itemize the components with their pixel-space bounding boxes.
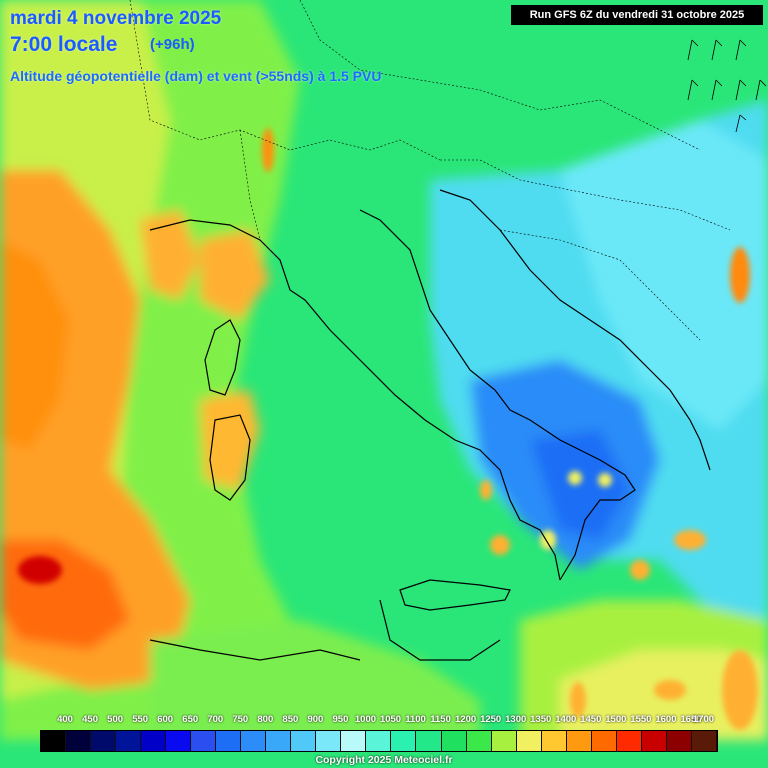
legend-swatch — [341, 731, 367, 751]
legend-swatch — [366, 731, 392, 751]
legend-swatch — [291, 731, 317, 751]
legend-label: 1550 — [630, 714, 652, 725]
parameter-description: Altitude géopotentielle (dam) et vent (>… — [10, 68, 382, 84]
legend-swatch — [141, 731, 167, 751]
legend-swatch — [441, 731, 467, 751]
legend-label: 400 — [57, 714, 73, 725]
borders — [129, 0, 731, 341]
legend-label: 650 — [182, 714, 199, 725]
legend-swatch — [591, 731, 617, 751]
legend-label: 450 — [82, 714, 98, 725]
legend-swatch — [391, 731, 417, 751]
legend-swatch — [691, 731, 717, 751]
legend-label: 750 — [232, 714, 249, 725]
legend-swatch — [91, 731, 117, 751]
legend-swatch — [641, 731, 667, 751]
legend-label: 900 — [307, 714, 324, 725]
forecast-date: mardi 4 novembre 2025 — [10, 8, 222, 29]
legend-swatch — [516, 731, 542, 751]
legend-swatch — [266, 731, 292, 751]
legend-swatch — [541, 731, 567, 751]
legend-label: 950 — [332, 714, 349, 725]
legend-label: 800 — [257, 714, 274, 725]
lead-time: (+96h) — [150, 36, 195, 53]
legend-label: 1100 — [405, 714, 426, 725]
legend-label: 1700 — [692, 714, 715, 725]
wind-barbs — [687, 39, 767, 133]
legend-label: 1250 — [480, 714, 502, 725]
forecast-time: 7:00 locale — [10, 33, 118, 56]
legend-swatch — [241, 731, 267, 751]
copyright: Copyright 2025 Meteociel.fr — [315, 754, 453, 766]
legend-label: 1500 — [605, 714, 627, 725]
legend-swatch — [466, 731, 492, 751]
legend-swatch — [316, 731, 342, 751]
coastlines — [149, 189, 711, 661]
legend-label: 1300 — [505, 714, 527, 725]
color-legend — [40, 730, 718, 752]
legend-swatch — [116, 731, 142, 751]
legend-swatch — [166, 731, 192, 751]
legend-label: 1400 — [555, 714, 577, 725]
legend-swatch — [666, 731, 692, 751]
legend-label: 1000 — [354, 714, 377, 725]
legend-label: 1050 — [379, 714, 402, 725]
legend-label: 1150 — [430, 714, 451, 725]
legend-label: 500 — [107, 714, 124, 725]
legend-label: 850 — [282, 714, 299, 725]
legend-swatch — [191, 731, 217, 751]
legend-swatch — [416, 731, 442, 751]
run-info: Run GFS 6Z du vendredi 31 octobre 2025 — [511, 5, 763, 25]
legend-swatch — [491, 731, 517, 751]
field-highlights — [18, 128, 758, 730]
legend-label: 1350 — [530, 714, 552, 725]
legend-swatch — [216, 731, 242, 751]
legend-label: 600 — [157, 714, 174, 725]
legend-label: 1200 — [455, 714, 477, 725]
legend-swatch — [41, 731, 67, 751]
legend-label: 1450 — [580, 714, 602, 725]
legend-label: 700 — [207, 714, 224, 725]
legend-swatch — [566, 731, 592, 751]
legend-label: 1600 — [655, 714, 677, 725]
legend-swatch — [66, 731, 92, 751]
legend-labels: 400 450 500 550 600 650 700 750 800 850 900 950 1000… — [40, 714, 720, 728]
legend-label: 550 — [132, 714, 149, 725]
legend-label: 1650 — [680, 714, 702, 725]
legend-swatch — [616, 731, 642, 751]
